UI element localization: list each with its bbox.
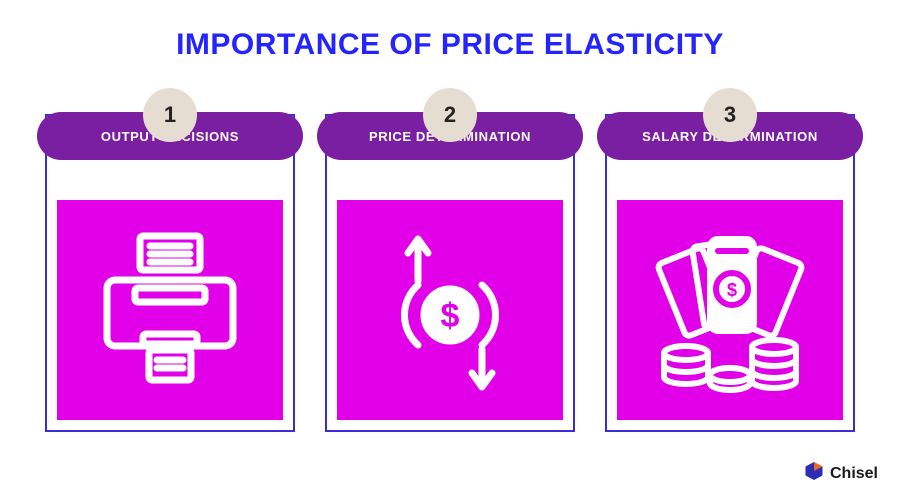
page-title: IMPORTANCE OF PRICE ELASTICITY [0, 0, 900, 74]
card-price-determination: 2 PRICE DETERMINATION $ [325, 114, 575, 432]
number-text: 2 [444, 102, 456, 128]
card-output-decisions: 1 OUTPUT DECISIONS [45, 114, 295, 432]
number-text: 3 [724, 102, 736, 128]
number-badge: 3 [703, 88, 757, 142]
number-badge: 1 [143, 88, 197, 142]
svg-text:$: $ [727, 280, 737, 300]
dollar-cycle-icon: $ [370, 225, 530, 395]
number-text: 1 [164, 102, 176, 128]
icon-box: $ [617, 200, 843, 420]
money-stack-icon: $ [640, 225, 820, 395]
svg-text:$: $ [441, 297, 460, 335]
card-row: 1 OUTPUT DECISIONS [0, 74, 900, 432]
brand-logo-icon [804, 461, 824, 486]
card-salary-determination: 3 SALARY DETERMINATION $ [605, 114, 855, 432]
icon-box [57, 200, 283, 420]
brand-badge: Chisel [804, 461, 878, 486]
icon-box: $ [337, 200, 563, 420]
printer-icon [95, 230, 245, 390]
number-badge: 2 [423, 88, 477, 142]
brand-name: Chisel [830, 465, 878, 483]
